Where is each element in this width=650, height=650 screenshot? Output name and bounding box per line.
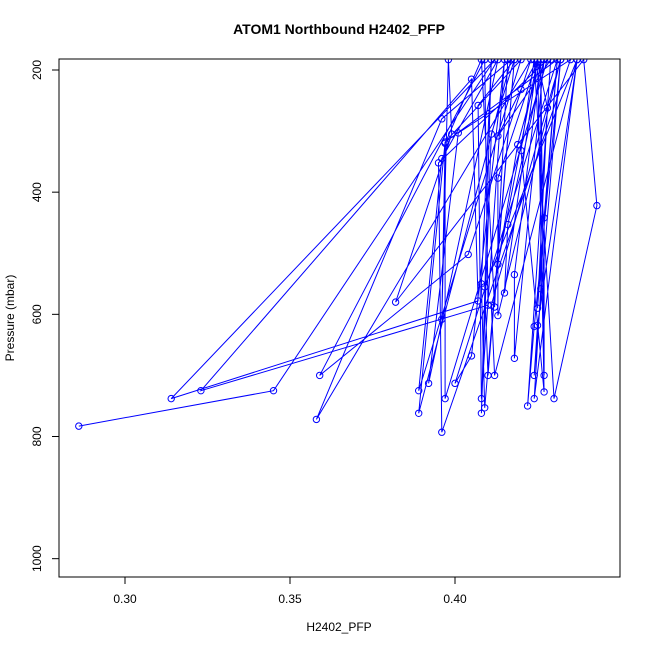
data-point-4 bbox=[474, 297, 482, 305]
data-point-1 bbox=[269, 386, 278, 395]
data-point-61 bbox=[494, 132, 502, 140]
data-point-33 bbox=[477, 394, 486, 403]
data-point-60 bbox=[517, 85, 525, 94]
data-point-2 bbox=[490, 59, 499, 64]
data-point-81 bbox=[550, 394, 558, 403]
data-point-54 bbox=[510, 354, 519, 363]
data-point-77 bbox=[533, 59, 542, 64]
data-point-86 bbox=[444, 59, 453, 64]
data-point-32 bbox=[500, 59, 509, 64]
data-point-85 bbox=[448, 130, 456, 138]
data-point-67 bbox=[533, 321, 542, 330]
plot-frame bbox=[58, 58, 621, 578]
data-point-65 bbox=[556, 59, 565, 64]
x-axis: 0.30 0.35 0.40 bbox=[113, 576, 467, 606]
chart-title: ATOM1 Northbound H2402_PFP bbox=[233, 21, 445, 37]
y-axis-label: Pressure (mbar) bbox=[3, 275, 17, 362]
data-layer bbox=[75, 59, 601, 436]
data-point-72 bbox=[540, 371, 548, 380]
data-point-78 bbox=[540, 388, 548, 396]
data-point-45 bbox=[490, 371, 499, 380]
x-axis-label: H2402_PFP bbox=[306, 620, 371, 634]
data-point-27 bbox=[441, 394, 449, 403]
data-point-49 bbox=[494, 174, 502, 182]
data-point-24 bbox=[438, 428, 446, 436]
y-tick-label-2: 600 bbox=[30, 304, 44, 324]
data-point-5 bbox=[467, 75, 476, 83]
y-tick-label-3: 800 bbox=[30, 426, 44, 446]
data-point-91 bbox=[504, 59, 512, 64]
data-point-0 bbox=[75, 422, 83, 430]
data-point-7 bbox=[484, 301, 492, 309]
data-point-39 bbox=[477, 409, 486, 417]
data-point-82 bbox=[593, 201, 601, 210]
y-axis: 200 400 600 800 1000 bbox=[30, 60, 60, 572]
data-point-73 bbox=[540, 214, 548, 222]
data-point-52 bbox=[504, 220, 512, 229]
data-point-48 bbox=[494, 311, 502, 320]
x-tick-label-1: 0.35 bbox=[278, 592, 302, 606]
data-point-74 bbox=[553, 59, 561, 64]
data-point-84 bbox=[391, 298, 400, 306]
data-point-66 bbox=[530, 371, 538, 380]
data-point-76 bbox=[543, 104, 552, 112]
data-point-34 bbox=[474, 101, 482, 110]
data-point-38 bbox=[487, 59, 495, 64]
data-point-90 bbox=[490, 303, 499, 311]
data-point-64 bbox=[530, 322, 538, 331]
data-point-25 bbox=[434, 159, 443, 167]
series-line bbox=[78, 59, 598, 433]
data-point-80 bbox=[530, 59, 538, 64]
data-point-58 bbox=[494, 260, 502, 268]
x-tick-label-2: 0.40 bbox=[443, 592, 467, 606]
data-point-10 bbox=[464, 250, 472, 259]
data-point-13 bbox=[438, 115, 446, 123]
data-point-55 bbox=[510, 270, 519, 279]
data-point-87 bbox=[438, 315, 446, 323]
data-point-40 bbox=[487, 130, 495, 138]
data-point-83 bbox=[580, 59, 588, 64]
data-point-36 bbox=[481, 404, 489, 412]
data-point-88 bbox=[441, 139, 449, 148]
data-point-63 bbox=[523, 402, 532, 410]
data-point-9 bbox=[316, 371, 324, 380]
data-point-51 bbox=[500, 289, 509, 297]
data-point-15 bbox=[415, 409, 423, 417]
data-point-69 bbox=[530, 394, 538, 403]
data-point-18 bbox=[415, 386, 423, 395]
data-point-79 bbox=[517, 146, 525, 155]
data-point-31 bbox=[467, 352, 476, 360]
data-point-43 bbox=[481, 283, 489, 291]
data-point-89 bbox=[477, 59, 486, 64]
data-point-6 bbox=[197, 386, 205, 395]
data-point-70 bbox=[537, 284, 545, 293]
data-point-12 bbox=[312, 415, 321, 424]
data-point-21 bbox=[424, 379, 433, 388]
y-tick-label-0: 200 bbox=[30, 60, 44, 80]
data-point-75 bbox=[533, 304, 542, 312]
data-point-57 bbox=[514, 140, 522, 149]
x-tick-label-0: 0.30 bbox=[113, 592, 137, 606]
y-tick-label-1: 400 bbox=[30, 182, 44, 202]
data-point-30 bbox=[451, 379, 459, 388]
y-tick-label-4: 1000 bbox=[30, 545, 44, 572]
data-point-3 bbox=[167, 394, 175, 403]
